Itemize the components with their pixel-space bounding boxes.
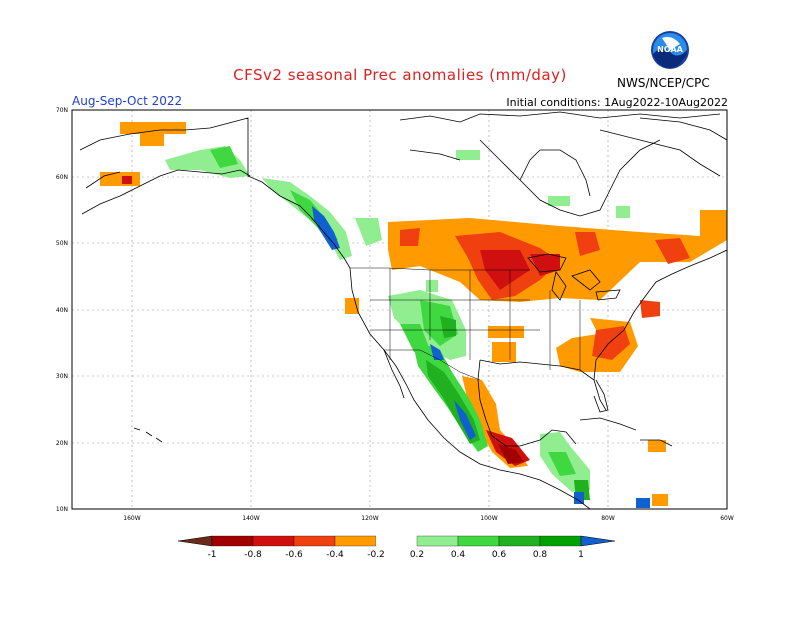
colorbar-swatch [376, 536, 417, 546]
political-borders [350, 267, 581, 381]
lon-label: 160W [123, 515, 140, 522]
lat-label: 60N [56, 174, 68, 181]
lon-label: 100W [480, 515, 497, 522]
lat-label: 40N [56, 307, 68, 314]
colorbar-label: 0.2 [410, 550, 424, 560]
season-label: Aug-Sep-Oct 2022 [72, 94, 183, 108]
colorbar-swatch [457, 535, 500, 547]
lon-label: 60W [720, 515, 734, 522]
lat-label: 20N [56, 440, 68, 447]
lat-label: 30N [56, 373, 68, 380]
organization-label: NWS/NCEP/CPC [617, 76, 710, 90]
map-content [72, 110, 727, 509]
colorbar-arrow-right [580, 535, 616, 547]
map-title: CFSv2 seasonal Prec anomalies (mm/day) [233, 66, 567, 84]
colorbar-label: -0.6 [285, 550, 303, 560]
colorbar-swatch [334, 535, 377, 547]
lon-label: 120W [361, 515, 378, 522]
colorbar-label: 0.8 [533, 550, 548, 560]
coastlines [79, 111, 727, 509]
lat-label: 50N [56, 240, 68, 247]
colorbar-label: -0.8 [244, 550, 262, 560]
colorbar-label: 1 [578, 550, 584, 560]
colorbar-label: 0.6 [492, 550, 507, 560]
initial-conditions: Initial conditions: 1Aug2022-10Aug2022 [506, 96, 728, 109]
colorbar-label: 0.4 [451, 550, 466, 560]
colorbar-label: -0.2 [367, 550, 385, 560]
colorbar-label: -0.4 [326, 550, 344, 560]
colorbar-swatch [539, 535, 582, 547]
lon-label: 80W [601, 515, 615, 522]
colorbar-swatch [211, 535, 254, 547]
noaa-logo: NOAA [651, 31, 689, 69]
lat-label: 70N [56, 107, 68, 114]
colorbar-swatch [498, 535, 541, 547]
colorbar-swatch [252, 535, 295, 547]
noaa-logo-text: NOAA [657, 45, 683, 54]
colorbar-arrow-left [177, 535, 213, 547]
wet-anomalies [165, 146, 650, 508]
map-frame [71, 109, 728, 510]
colorbar-swatch [416, 535, 459, 547]
lat-label: 10N [56, 506, 68, 513]
colorbar-label: -1 [208, 550, 217, 560]
colorbar-swatch [293, 535, 336, 547]
latitude-labels: 70N 60N 50N 40N 30N 20N 10N [56, 107, 68, 513]
longitude-labels: 160W 140W 120W 100W 80W 60W [123, 515, 734, 522]
colorbar: -1 -0.8 -0.6 -0.4 -0.2 0.2 0.4 0.6 0.8 1 [177, 535, 616, 560]
lon-label: 140W [242, 515, 259, 522]
